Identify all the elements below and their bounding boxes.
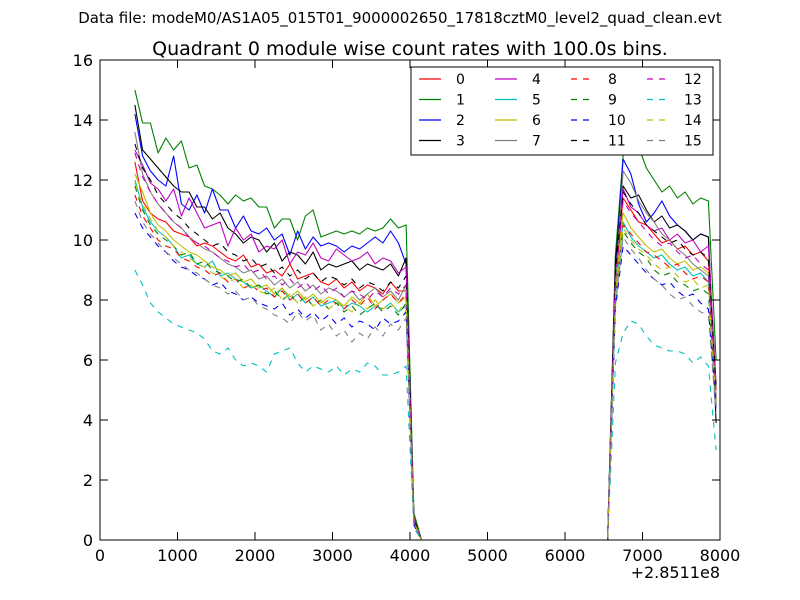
y-tick-label: 14 [73, 111, 93, 130]
y-tick-label: 10 [73, 231, 93, 250]
legend-label-3: 3 [456, 134, 465, 150]
legend-label-15: 15 [684, 134, 702, 150]
legend-label-2: 2 [456, 113, 465, 129]
legend-label-13: 13 [684, 93, 702, 109]
x-tick-label: 4000 [390, 546, 431, 565]
legend-label-1: 1 [456, 93, 465, 109]
x-tick-label: 6000 [545, 546, 586, 565]
legend-label-8: 8 [608, 72, 617, 88]
x-tick-label: 3000 [312, 546, 353, 565]
legend-label-10: 10 [608, 113, 626, 129]
y-tick-label: 12 [73, 171, 93, 190]
x-tick-label: 1000 [157, 546, 198, 565]
y-tick-label: 0 [83, 531, 93, 550]
legend-label-7: 7 [532, 134, 541, 150]
legend-label-0: 0 [456, 72, 465, 88]
legend-label-14: 14 [684, 113, 702, 129]
plot-area: 0 1000 2000 3000 4000 5000 6000 7000 80000246810… [73, 51, 741, 565]
legend-label-12: 12 [684, 72, 702, 88]
y-tick-label: 4 [83, 411, 93, 430]
y-tick-label: 8 [83, 291, 93, 310]
y-tick-label: 6 [83, 351, 93, 370]
legend-label-5: 5 [532, 93, 541, 109]
x-tick-label: 7000 [622, 546, 663, 565]
y-tick-label: 2 [83, 471, 93, 490]
legend-label-11: 11 [608, 134, 626, 150]
suptitle: Data file: modeM0/AS1A05_015T01_90000026… [78, 9, 722, 28]
series-line-9 [134, 185, 717, 541]
chart-title: Quadrant 0 module wise count rates with … [152, 38, 668, 60]
legend-label-4: 4 [532, 72, 541, 88]
y-tick-label: 16 [73, 51, 93, 70]
x-tick-label: 2000 [235, 546, 276, 565]
x-offset-label: +2.8511e8 [631, 563, 720, 582]
x-tick-label: 8000 [700, 546, 741, 565]
x-tick-label: 0 [95, 546, 105, 565]
series-line-14 [134, 182, 717, 541]
series-line-10 [134, 212, 717, 541]
legend-label-9: 9 [608, 93, 617, 109]
legend-label-6: 6 [532, 113, 541, 129]
x-tick-label: 5000 [467, 546, 508, 565]
